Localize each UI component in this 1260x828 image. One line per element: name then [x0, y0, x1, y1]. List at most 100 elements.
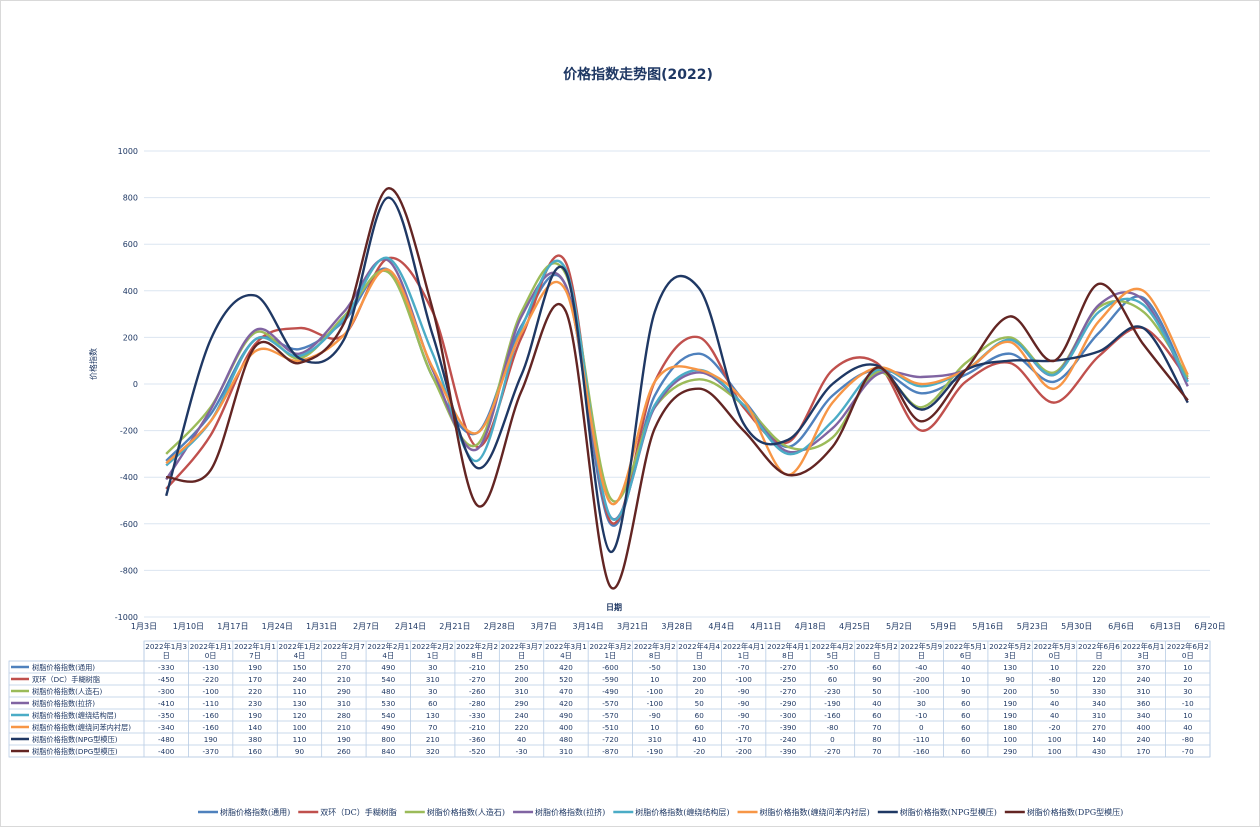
table-header-cell: 日 — [918, 651, 925, 660]
table-cell: 210 — [337, 723, 351, 732]
table-cell: -590 — [602, 675, 619, 684]
table-cell: 800 — [381, 735, 395, 744]
table-cell: -480 — [158, 735, 175, 744]
table-cell: -240 — [780, 735, 797, 744]
chart-title: 价格指数走势图(2022) — [563, 66, 713, 83]
table-cell: 210 — [426, 735, 440, 744]
table-cell: 200 — [692, 675, 706, 684]
table-cell: 530 — [381, 699, 395, 708]
table-cell: 40 — [1050, 699, 1060, 708]
table-header-cell: 2022年3月2 — [589, 642, 631, 651]
table-cell: -190 — [824, 699, 841, 708]
table-cell: 100 — [1048, 747, 1062, 756]
table-cell: -50 — [827, 663, 839, 672]
table-header-cell: 日 — [873, 651, 880, 660]
table-cell: -10 — [1182, 699, 1194, 708]
table-cell: 10 — [650, 675, 660, 684]
x-tick-label: 2月21日 — [439, 622, 470, 631]
table-header-cell: 8日 — [782, 651, 794, 660]
table-cell: -100 — [735, 675, 752, 684]
table-header-cell: 8日 — [649, 651, 661, 660]
table-cell: 90 — [1006, 675, 1016, 684]
table-cell: 100 — [1048, 735, 1062, 744]
table-cell: -300 — [158, 687, 175, 696]
table-series-name: 树脂价格指数(人造石) — [32, 687, 102, 696]
table-header-cell: 2022年4月1 — [723, 642, 765, 651]
table-cell: 180 — [1003, 723, 1017, 732]
table-cell: -330 — [469, 711, 486, 720]
table-cell: -400 — [158, 747, 175, 756]
x-tick-label: 3月28日 — [661, 622, 692, 631]
table-cell: 10 — [1050, 663, 1060, 672]
table-header-cell: 1日 — [738, 651, 750, 660]
table-cell: -600 — [602, 663, 619, 672]
table-header-cell: 5日 — [827, 651, 839, 660]
table-header-cell: 2022年2月7 — [323, 642, 365, 651]
x-tick-label: 4月11日 — [750, 622, 781, 631]
x-tick-label: 3月7日 — [531, 622, 557, 631]
table-cell: 480 — [559, 735, 573, 744]
table-cell: -390 — [780, 723, 797, 732]
x-tick-label: 1月3日 — [131, 622, 157, 631]
x-tick-label: 2月7日 — [353, 622, 379, 631]
table-cell: -10 — [915, 711, 927, 720]
table-cell: 130 — [692, 663, 706, 672]
table-header-cell: 日 — [1095, 651, 1102, 660]
table-header-cell: 日 — [696, 651, 703, 660]
table-header-cell: 2022年4月1 — [767, 642, 809, 651]
table-cell: 190 — [248, 663, 262, 672]
grid-lines — [144, 150, 1210, 618]
table-cell: -270 — [824, 747, 841, 756]
table-cell: -350 — [158, 711, 175, 720]
y-tick-label: 400 — [123, 287, 138, 296]
table-cell: -160 — [202, 711, 219, 720]
table-cell: 220 — [1092, 663, 1106, 672]
table-header-cell: 2022年5月9 — [900, 642, 942, 651]
table-cell: -90 — [649, 711, 661, 720]
table-cell: 230 — [248, 699, 262, 708]
table-cell: -170 — [735, 735, 752, 744]
table-header-cell: 2022年2月1 — [367, 642, 409, 651]
x-tick-label: 5月16日 — [972, 622, 1003, 631]
table-cell: 120 — [293, 711, 307, 720]
table-cell: 170 — [248, 675, 262, 684]
table-series-name: 树脂价格指数(NPG型模压) — [32, 735, 118, 744]
table-cell: 70 — [872, 723, 882, 732]
table-cell: 110 — [293, 735, 307, 744]
table-cell: -280 — [469, 699, 486, 708]
table-cell: 100 — [1003, 735, 1017, 744]
table-cell: 410 — [692, 735, 706, 744]
table-cell: -100 — [913, 687, 930, 696]
table-cell: 290 — [515, 699, 529, 708]
table-header-cell: 2022年2月2 — [456, 642, 498, 651]
table-cell: 60 — [695, 711, 705, 720]
table-header-cell: 日 — [163, 651, 170, 660]
table-cell: -210 — [469, 723, 486, 732]
table-cell: -200 — [735, 747, 752, 756]
table-cell: 190 — [337, 735, 351, 744]
table-header-cell: 日 — [518, 651, 525, 660]
table-header-cell: 2022年5月2 — [856, 642, 898, 651]
table-cell: -90 — [738, 687, 750, 696]
table-cell: 310 — [1092, 711, 1106, 720]
table-cell: 490 — [381, 663, 395, 672]
table-cell: 490 — [559, 711, 573, 720]
legend-item: 树脂价格指数(人造石) — [427, 807, 505, 817]
table-cell: 130 — [1003, 663, 1017, 672]
table-cell: 280 — [337, 711, 351, 720]
x-tick-label: 3月14日 — [573, 622, 604, 631]
table-cell: 190 — [204, 735, 218, 744]
table-cell: -40 — [915, 663, 927, 672]
table-cell: -330 — [158, 663, 175, 672]
table-cell: -130 — [202, 663, 219, 672]
table-cell: 540 — [381, 711, 395, 720]
table-cell: 130 — [293, 699, 307, 708]
table-cell: -450 — [158, 675, 175, 684]
table-cell: 200 — [1003, 687, 1017, 696]
legend-item: 树脂价格指数(缠绕结构层) — [635, 807, 729, 817]
table-cell: -870 — [602, 747, 619, 756]
table-series-name: 双环（DC）手糊树脂 — [32, 675, 100, 684]
x-tick-label: 5月2日 — [886, 622, 912, 631]
table-cell: -570 — [602, 711, 619, 720]
